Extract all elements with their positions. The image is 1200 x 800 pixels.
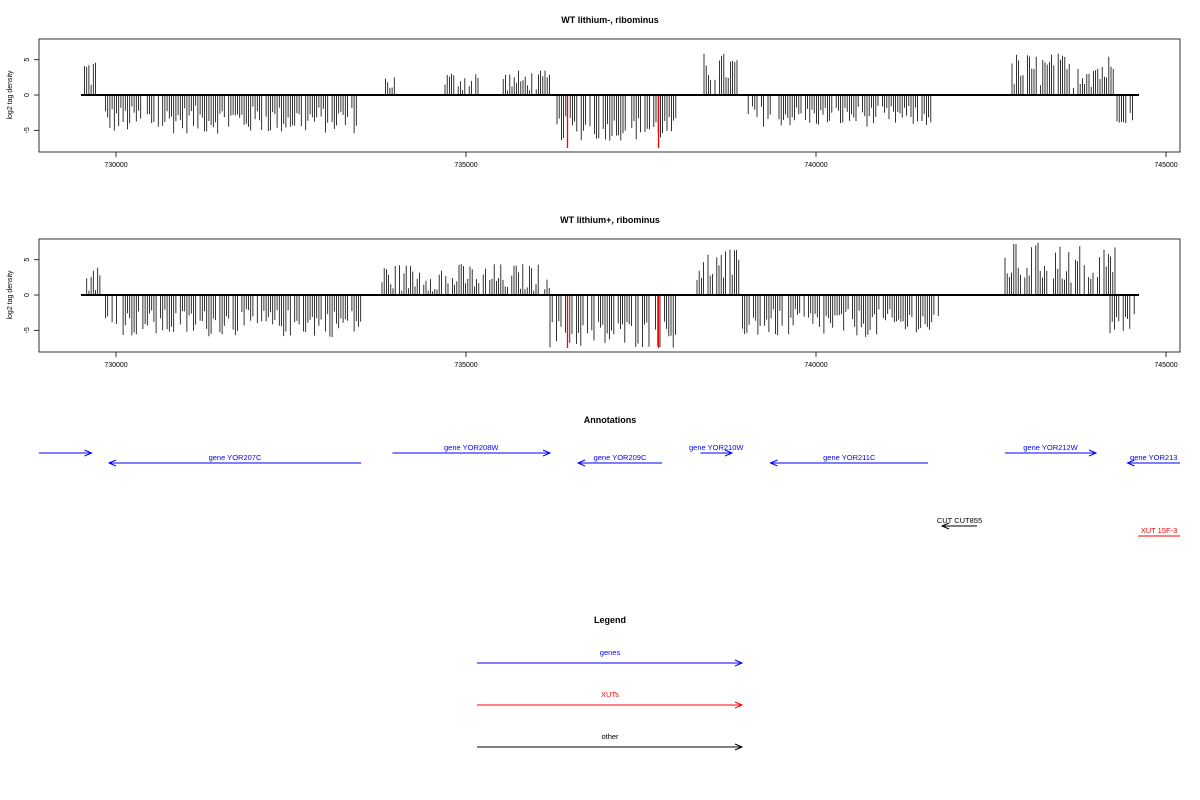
feature-label: gene YOR213 <box>1130 453 1177 462</box>
feature-arrowhead <box>940 522 950 530</box>
panel-2-bars <box>86 242 1135 348</box>
panel-2-ylabel: log2 tag density <box>7 270 14 320</box>
legend-arrowhead <box>734 743 744 751</box>
panel-2-title: WT lithium+, ribominus <box>560 215 660 225</box>
x-tick-label: 740000 <box>804 362 827 369</box>
y-tick-label: 5 <box>24 258 31 262</box>
legend-arrowhead <box>734 659 744 667</box>
feature-label: gene YOR208W <box>444 443 499 452</box>
panel-1-bars <box>84 53 1133 148</box>
panel-2-frame <box>38 238 1181 353</box>
feature-label: XUT 15F-3 <box>1141 526 1178 535</box>
legend-label: XUTs <box>601 690 619 699</box>
feature-arrowhead <box>84 449 93 457</box>
feature-arrowhead <box>576 459 586 467</box>
y-tick-label: 5 <box>24 58 31 62</box>
x-tick-label: 730000 <box>104 362 127 369</box>
legend-panel: Legend genes XUTs other <box>477 615 744 751</box>
x-tick-label: 735000 <box>454 162 477 169</box>
feature-label: gene YOR212W <box>1023 443 1078 452</box>
legend-label: genes <box>600 648 621 657</box>
x-tick-label: 740000 <box>804 162 827 169</box>
y-tick-label: -5 <box>24 127 31 133</box>
feature-label: CUT CUT855 <box>937 516 982 525</box>
x-tick-label: 745000 <box>1154 362 1177 369</box>
panel-1-title: WT lithium-, ribominus <box>561 15 659 25</box>
legend-items: genes XUTs other <box>477 648 744 751</box>
x-tick-label: 730000 <box>104 162 127 169</box>
y-tick-label: 0 <box>24 293 31 297</box>
feature-arrowhead <box>1126 459 1135 467</box>
panel-lithium-plus: WT lithium+, ribominus log2 tag density … <box>7 215 1181 369</box>
y-tick-label: -5 <box>24 327 31 333</box>
legend-title: Legend <box>594 615 626 625</box>
panel-1-ylabel: log2 tag density <box>7 70 14 120</box>
feature-label: gene YOR207C <box>209 453 262 462</box>
feature-label: gene YOR210W <box>689 443 744 452</box>
panel-lithium-minus: WT lithium-, ribominus log2 tag density … <box>7 15 1181 169</box>
feature-label: gene YOR211C <box>823 453 876 462</box>
panel-1-frame <box>38 38 1181 153</box>
annotation-features: gene YOR207C gene YOR208W gene YOR209C gene… <box>39 443 1180 537</box>
annotations-title: Annotations <box>584 415 637 425</box>
feature-arrowhead <box>769 459 778 467</box>
y-tick-label: 0 <box>24 93 31 97</box>
panel-1-axes: 730000 735000 740000 745000 5 0 -5 <box>24 58 1178 169</box>
x-tick-label: 745000 <box>1154 162 1177 169</box>
feature-arrowhead <box>107 459 117 467</box>
legend-label: other <box>601 732 619 741</box>
feature-arrowhead <box>1088 449 1098 457</box>
x-tick-label: 735000 <box>454 362 477 369</box>
feature-label: gene YOR209C <box>594 453 647 462</box>
legend-arrowhead <box>734 701 744 709</box>
feature-arrowhead <box>724 449 734 457</box>
panel-2-axes: 730000 735000 740000 745000 5 0 -5 <box>24 258 1178 369</box>
feature-arrowhead <box>542 449 552 457</box>
